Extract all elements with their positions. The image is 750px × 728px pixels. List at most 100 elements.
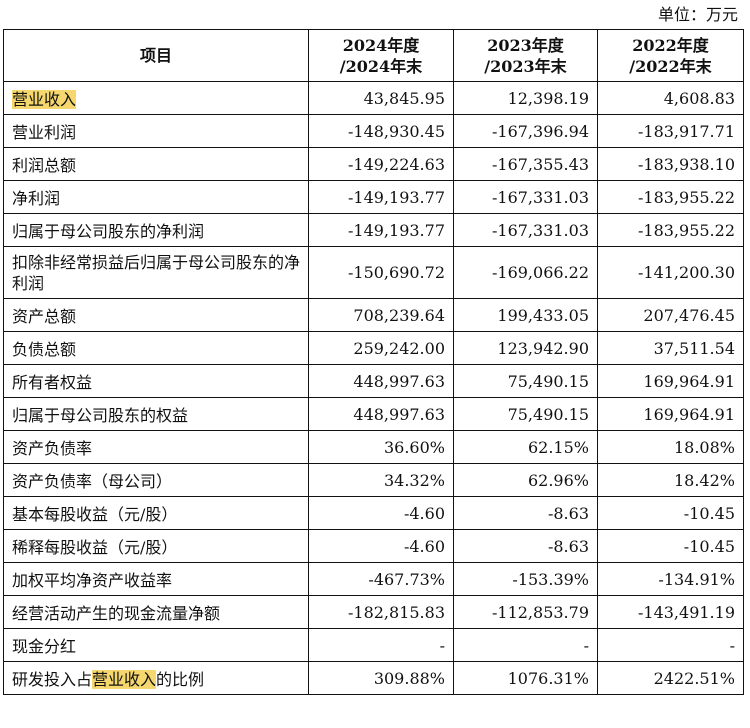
value-2022: -183,917.71 [597, 114, 744, 148]
row-label: 现金分红 [3, 628, 309, 662]
row-label: 资产负债率（母公司） [3, 463, 309, 497]
row-label: 研发投入占营业收入的比例 [3, 661, 309, 695]
value-2022: 18.42% [597, 463, 744, 497]
value-2024: -148,930.45 [308, 114, 454, 148]
value-2023: 199,433.05 [453, 298, 598, 332]
value-2024: -4.60 [308, 496, 454, 530]
value-2022: -10.45 [597, 496, 744, 530]
table-row: 经营活动产生的现金流量净额 -182,815.83 -112,853.79 -1… [3, 595, 744, 629]
row-label: 归属于母公司股东的净利润 [3, 213, 309, 247]
table-header-row: 项目 2024年度/2024年末 2023年度/2023年末 2022年度/20… [3, 29, 744, 82]
highlighted-label: 营业收入 [12, 90, 77, 109]
row-label: 稀释每股收益（元/股） [3, 529, 309, 563]
table-row: 营业收入 43,845.95 12,398.19 4,608.83 [3, 81, 744, 115]
value-2022: - [597, 628, 744, 662]
header-2022: 2022年度/2022年末 [597, 29, 744, 82]
row-label: 净利润 [3, 180, 309, 214]
table-row: 资产负债率（母公司） 34.32% 62.96% 18.42% [3, 463, 744, 497]
row-label: 所有者权益 [3, 364, 309, 398]
row-label: 负债总额 [3, 331, 309, 365]
value-2024: -182,815.83 [308, 595, 454, 629]
value-2022: -183,938.10 [597, 147, 744, 181]
header-2023: 2023年度/2023年末 [453, 29, 598, 82]
row-label: 营业收入 [3, 81, 309, 115]
row-label: 经营活动产生的现金流量净额 [3, 595, 309, 629]
value-2022: 2422.51% [597, 661, 744, 695]
table-row: 基本每股收益（元/股） -4.60 -8.63 -10.45 [3, 496, 744, 530]
value-2022: 207,476.45 [597, 298, 744, 332]
table-row: 利润总额 -149,224.63 -167,355.43 -183,938.10 [3, 147, 744, 181]
value-2022: -143,491.19 [597, 595, 744, 629]
value-2023: -169,066.22 [453, 246, 598, 299]
row-label: 扣除非经常损益后归属于母公司股东的净利润 [3, 246, 309, 299]
value-2023: 75,490.15 [453, 364, 598, 398]
value-2022: -183,955.22 [597, 213, 744, 247]
value-2022: 18.08% [597, 430, 744, 464]
table-row: 研发投入占营业收入的比例 309.88% 1076.31% 2422.51% [3, 661, 744, 695]
row-label: 资产负债率 [3, 430, 309, 464]
row-label: 基本每股收益（元/股） [3, 496, 309, 530]
table-row: 净利润 -149,193.77 -167,331.03 -183,955.22 [3, 180, 744, 214]
value-2024: - [308, 628, 454, 662]
row-label: 营业利润 [3, 114, 309, 148]
table-row: 加权平均净资产收益率 -467.73% -153.39% -134.91% [3, 562, 744, 596]
value-2022: -183,955.22 [597, 180, 744, 214]
value-2024: -4.60 [308, 529, 454, 563]
value-2022: -134.91% [597, 562, 744, 596]
value-2024: -149,193.77 [308, 213, 454, 247]
table-row: 归属于母公司股东的权益 448,997.63 75,490.15 169,964… [3, 397, 744, 431]
header-2024: 2024年度/2024年末 [308, 29, 454, 82]
value-2023: -112,853.79 [453, 595, 598, 629]
table-row: 资产负债率 36.60% 62.15% 18.08% [3, 430, 744, 464]
value-2022: -141,200.30 [597, 246, 744, 299]
highlighted-term: 营业收入 [92, 670, 157, 689]
value-2022: 169,964.91 [597, 364, 744, 398]
value-2024: 36.60% [308, 430, 454, 464]
value-2023: -167,355.43 [453, 147, 598, 181]
value-2022: 37,511.54 [597, 331, 744, 365]
value-2024: 34.32% [308, 463, 454, 497]
value-2023: 123,942.90 [453, 331, 598, 365]
value-2024: 708,239.64 [308, 298, 454, 332]
table-row: 稀释每股收益（元/股） -4.60 -8.63 -10.45 [3, 529, 744, 563]
value-2023: -8.63 [453, 529, 598, 563]
value-2024: -467.73% [308, 562, 454, 596]
table-row: 扣除非经常损益后归属于母公司股东的净利润 -150,690.72 -169,06… [3, 246, 744, 299]
value-2023: 75,490.15 [453, 397, 598, 431]
value-2024: -149,193.77 [308, 180, 454, 214]
value-2023: 1076.31% [453, 661, 598, 695]
table-row: 现金分红 - - - [3, 628, 744, 662]
value-2023: -8.63 [453, 496, 598, 530]
value-2024: -150,690.72 [308, 246, 454, 299]
value-2023: -167,331.03 [453, 213, 598, 247]
value-2023: 62.15% [453, 430, 598, 464]
value-2022: -10.45 [597, 529, 744, 563]
value-2023: 12,398.19 [453, 81, 598, 115]
table-row: 负债总额 259,242.00 123,942.90 37,511.54 [3, 331, 744, 365]
value-2022: 169,964.91 [597, 397, 744, 431]
value-2024: 43,845.95 [308, 81, 454, 115]
value-2022: 4,608.83 [597, 81, 744, 115]
financial-summary-table: 项目 2024年度/2024年末 2023年度/2023年末 2022年度/20… [3, 29, 744, 695]
value-2024: 259,242.00 [308, 331, 454, 365]
value-2023: -167,331.03 [453, 180, 598, 214]
unit-label: 单位：万元 [657, 5, 738, 24]
value-2023: - [453, 628, 598, 662]
value-2024: -149,224.63 [308, 147, 454, 181]
value-2023: -153.39% [453, 562, 598, 596]
row-label: 加权平均净资产收益率 [3, 562, 309, 596]
table-row: 所有者权益 448,997.63 75,490.15 169,964.91 [3, 364, 744, 398]
table-row: 资产总额 708,239.64 199,433.05 207,476.45 [3, 298, 744, 332]
value-2024: 448,997.63 [308, 364, 454, 398]
value-2023: 62.96% [453, 463, 598, 497]
value-2024: 309.88% [308, 661, 454, 695]
table-row: 营业利润 -148,930.45 -167,396.94 -183,917.71 [3, 114, 744, 148]
value-2024: 448,997.63 [308, 397, 454, 431]
table-row: 归属于母公司股东的净利润 -149,193.77 -167,331.03 -18… [3, 213, 744, 247]
row-label: 利润总额 [3, 147, 309, 181]
row-label: 归属于母公司股东的权益 [3, 397, 309, 431]
value-2023: -167,396.94 [453, 114, 598, 148]
header-item: 项目 [3, 29, 309, 82]
row-label: 资产总额 [3, 298, 309, 332]
